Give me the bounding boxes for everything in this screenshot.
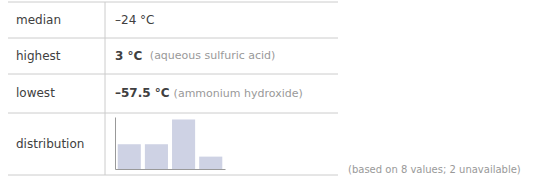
row-value: –57.5 °C	[115, 86, 170, 100]
row-label: distribution	[16, 137, 84, 151]
column-rule	[105, 2, 106, 175]
row-note: (aqueous sulfuric acid)	[146, 49, 275, 62]
row-note: (ammonium hydroxide)	[174, 87, 303, 100]
bar	[118, 144, 141, 169]
row-value: 3 °C	[115, 49, 143, 63]
row-label: median	[16, 13, 61, 27]
x-axis-line	[116, 169, 226, 170]
x-axis	[116, 169, 226, 170]
row-rule	[8, 74, 338, 75]
row-label: lowest	[16, 86, 55, 100]
bar	[199, 157, 222, 169]
footnote: (based on 8 values; 2 unavailable)	[348, 164, 521, 175]
y-axis	[115, 118, 116, 170]
row-value: –24 °C	[115, 13, 154, 27]
bars	[118, 119, 223, 169]
row-rule	[8, 113, 338, 114]
row-rule	[8, 38, 338, 39]
row-label: highest	[16, 49, 61, 63]
row-rule	[8, 2, 338, 3]
bar	[145, 144, 168, 169]
row-rule	[8, 175, 338, 176]
table-texts: median –24 °C highest 3 °C (aqueous sulfuri…	[16, 13, 303, 151]
chart: median –24 °C highest 3 °C (aqueous sulfuri…	[0, 0, 546, 180]
bar	[172, 119, 195, 169]
y-axis-line	[115, 118, 116, 170]
table-rules	[8, 2, 338, 175]
